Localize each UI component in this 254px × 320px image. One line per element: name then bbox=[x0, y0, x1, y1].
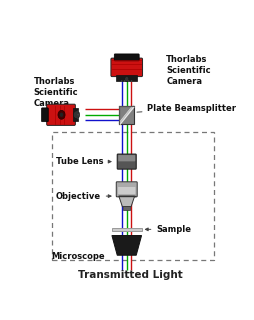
FancyBboxPatch shape bbox=[46, 104, 75, 125]
FancyBboxPatch shape bbox=[116, 182, 137, 197]
Text: Transmitted Light: Transmitted Light bbox=[78, 270, 182, 280]
FancyBboxPatch shape bbox=[118, 187, 135, 194]
Bar bbox=[73, 108, 78, 121]
Text: Microscope: Microscope bbox=[51, 252, 105, 261]
Circle shape bbox=[124, 80, 125, 82]
Text: Thorlabs
Scientific
Camera: Thorlabs Scientific Camera bbox=[34, 77, 78, 108]
Polygon shape bbox=[118, 196, 134, 207]
Circle shape bbox=[124, 76, 128, 82]
Circle shape bbox=[128, 80, 129, 82]
Bar bbox=[123, 206, 130, 210]
FancyBboxPatch shape bbox=[110, 58, 142, 76]
Circle shape bbox=[73, 111, 80, 119]
Circle shape bbox=[121, 80, 122, 82]
FancyBboxPatch shape bbox=[117, 154, 136, 169]
Circle shape bbox=[77, 110, 78, 112]
Bar bbox=[51, 132, 213, 260]
Circle shape bbox=[58, 110, 65, 119]
Circle shape bbox=[77, 114, 78, 116]
FancyBboxPatch shape bbox=[114, 54, 139, 61]
Bar bbox=[112, 228, 141, 231]
Text: Thorlabs
Scientific
Camera: Thorlabs Scientific Camera bbox=[166, 55, 210, 86]
Text: Sample: Sample bbox=[145, 225, 191, 234]
Bar bbox=[119, 106, 134, 124]
Text: Objective: Objective bbox=[55, 192, 110, 201]
Text: Plate Beamsplitter: Plate Beamsplitter bbox=[136, 104, 235, 113]
Circle shape bbox=[59, 113, 63, 117]
Circle shape bbox=[77, 118, 78, 119]
Text: Tube Lens: Tube Lens bbox=[55, 157, 110, 166]
FancyBboxPatch shape bbox=[41, 108, 48, 122]
Circle shape bbox=[131, 80, 132, 82]
FancyBboxPatch shape bbox=[118, 155, 135, 161]
Bar bbox=[116, 75, 136, 81]
Polygon shape bbox=[112, 236, 141, 255]
